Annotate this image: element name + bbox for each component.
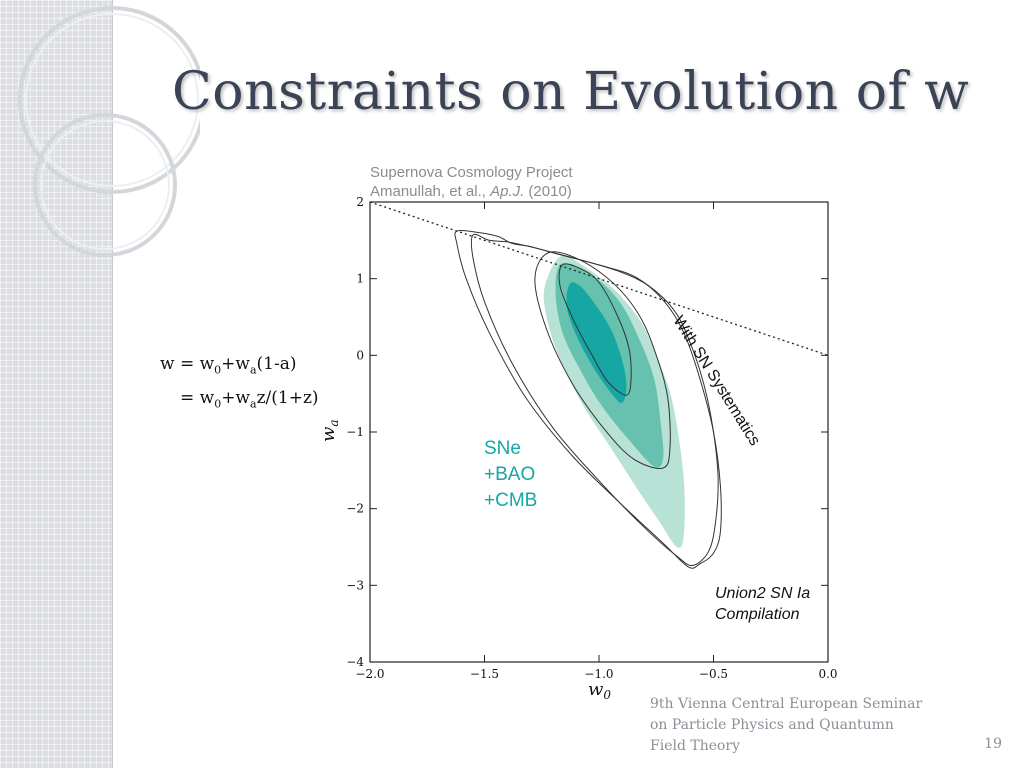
formula-2-sub0: 0 xyxy=(214,397,222,411)
annotation-cmb: +CMB xyxy=(484,490,537,511)
x-tick-label: 0.0 xyxy=(818,667,837,681)
footer-line: Field Theory xyxy=(650,738,741,754)
annotation-with-sn-systematics: With SN Systematics xyxy=(670,313,764,449)
w-parametrization-formula: w = w0+wa(1-a) = w0+waz/(1+z) xyxy=(160,350,319,419)
footer-line: on Particle Physics and Quantumn xyxy=(650,717,894,733)
footer-line: 9th Vienna Central European Seminar xyxy=(650,696,923,712)
x-tick-label: −2.0 xyxy=(355,667,384,681)
formula-line-2: = w0+waz/(1+z) xyxy=(160,384,319,418)
w0-wa-contour-chart: Supernova Cosmology Project Amanullah, e… xyxy=(318,164,838,702)
formula-1-sub0: 0 xyxy=(214,363,222,377)
footer-seminar-note: 9th Vienna Central European Seminar on P… xyxy=(650,694,970,757)
ring-small-inner xyxy=(40,120,170,250)
ring-large xyxy=(18,6,200,194)
tick-layer: −2.0 −1.5 −1.0 −0.5 0.0 2 1 0 −1 −2 −3 −4 xyxy=(346,195,837,681)
annotation-compilation: Compilation xyxy=(715,606,800,623)
contour-line-outermost xyxy=(454,229,722,569)
ring-small xyxy=(33,113,177,257)
formula-2-suba: a xyxy=(250,397,257,411)
y-tick-label: −3 xyxy=(346,578,364,592)
formula-2-part-a: = w xyxy=(180,388,215,409)
x-axis-label-main: w xyxy=(588,679,604,700)
credit-line-1: Supernova Cosmology Project xyxy=(370,164,573,181)
formula-1-part-c: (1-a) xyxy=(256,354,297,374)
x-tick-label: −1.5 xyxy=(470,667,499,681)
contour-filled-inner xyxy=(566,282,627,404)
y-tick-label: 1 xyxy=(356,272,364,286)
formula-1-suba: a xyxy=(249,363,257,377)
y-axis-label: wa xyxy=(318,419,341,442)
decorative-rings xyxy=(18,6,200,257)
y-axis-label-sub: a xyxy=(327,419,341,426)
formula-2-part-c: z/(1+z) xyxy=(256,388,319,409)
formula-2-part-b: +w xyxy=(221,388,250,409)
annotation-sne-bao-cmb: SNe +BAO +CMB xyxy=(484,438,541,511)
y-axis-label-main: w xyxy=(318,426,339,442)
formula-line-1: w = w0+wa(1-a) xyxy=(160,350,319,384)
page-number: 19 xyxy=(984,736,1002,752)
phantom-divide-dotted-line xyxy=(369,201,829,356)
contour-layer xyxy=(454,229,722,569)
formula-1-part-a: w = w xyxy=(160,354,215,374)
x-axis-label: w0 xyxy=(588,679,611,702)
sidebar-pattern xyxy=(0,0,113,768)
credit-journal: Ap.J. xyxy=(489,183,524,200)
annotation-sne: SNe xyxy=(484,438,521,459)
credit-year: (2010) xyxy=(524,183,572,200)
y-tick-label: 2 xyxy=(356,195,364,209)
x-tick-label: −1.0 xyxy=(584,667,613,681)
y-tick-label: −4 xyxy=(346,655,364,669)
x-axis-label-sub: 0 xyxy=(603,688,611,702)
contour-line-inner-sys xyxy=(558,263,632,396)
annotation-union2: Union2 SN Ia xyxy=(715,585,810,602)
annotation-bao: +BAO xyxy=(484,464,535,485)
y-tick-label: −1 xyxy=(346,425,364,439)
y-tick-label: −2 xyxy=(346,502,364,516)
formula-1-part-b: +w xyxy=(221,354,250,374)
ring-large-inner xyxy=(25,13,199,187)
slide-title: Constraints on Evolution of w xyxy=(172,62,970,122)
credit-line-2: Amanullah, et al., Ap.J. (2010) xyxy=(370,183,572,200)
annotation-union2-compilation: Union2 SN Ia Compilation xyxy=(715,585,815,623)
credit-authors: Amanullah, et al., xyxy=(370,183,490,200)
x-tick-label: −0.5 xyxy=(699,667,728,681)
contour-line-middle-sys xyxy=(534,251,671,469)
y-tick-label: 0 xyxy=(356,348,364,362)
